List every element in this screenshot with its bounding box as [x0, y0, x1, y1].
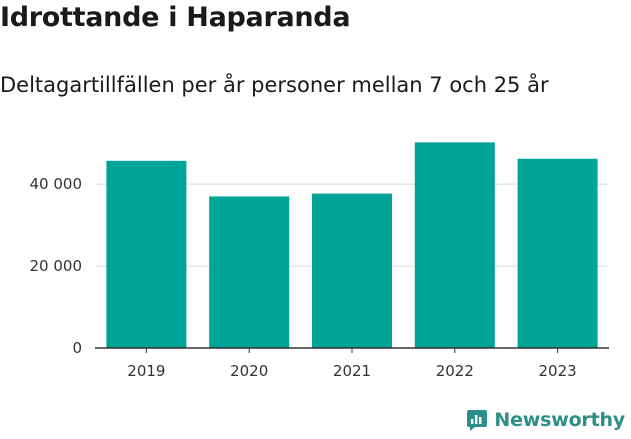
newsworthy-logo-icon [467, 410, 488, 431]
x-tick-label: 2023 [539, 362, 577, 380]
chart-subtitle: Deltagartillfällen per år personer mella… [0, 73, 549, 97]
bar [312, 193, 392, 348]
bar [209, 196, 290, 348]
bar [106, 160, 187, 348]
newsworthy-brand: Newsworthy [466, 409, 625, 431]
x-tick-label: 2019 [127, 362, 165, 380]
chart-title: Idrottande i Haparanda [0, 2, 351, 33]
y-tick-label: 40 000 [30, 175, 83, 193]
y-tick-label: 0 [72, 339, 82, 357]
x-tick-label: 2020 [230, 362, 268, 380]
bar [517, 158, 598, 348]
y-tick-label: 20 000 [30, 257, 83, 275]
bar [414, 142, 495, 348]
x-tick-label: 2022 [436, 362, 474, 380]
x-tick-label: 2021 [333, 362, 371, 380]
brand-name: Newsworthy [494, 409, 625, 431]
